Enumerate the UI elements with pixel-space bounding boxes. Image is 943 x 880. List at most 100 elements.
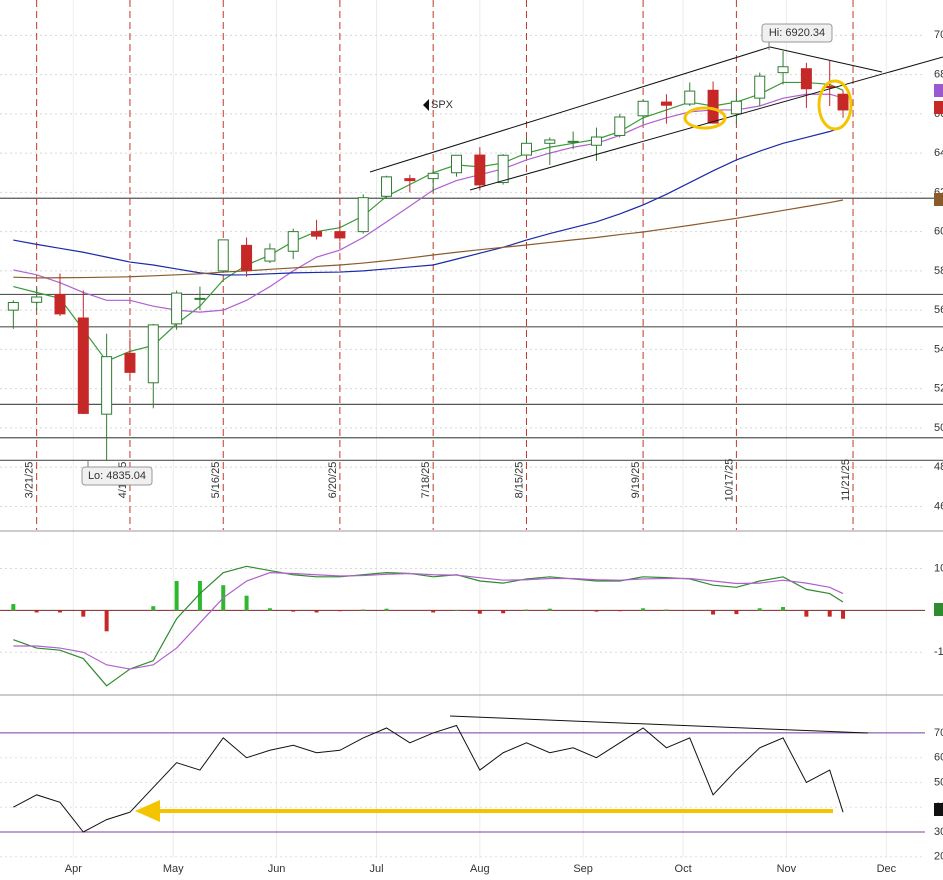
candle-body — [54, 293, 66, 315]
candle-body — [147, 324, 159, 384]
histogram-bar — [617, 610, 622, 612]
x-tick-label: Jul — [370, 863, 384, 875]
y-tick-label: 4800 — [934, 461, 943, 473]
histogram-bar — [197, 581, 202, 611]
signal-line — [13, 572, 844, 670]
data-layer — [7, 51, 849, 833]
candle-body — [637, 100, 649, 117]
y-tick-label: 5600 — [934, 304, 943, 316]
y-tick-label: 6000 — [934, 226, 943, 238]
histogram-bar — [361, 609, 366, 611]
histogram-bar — [104, 610, 109, 632]
histogram-bar — [757, 608, 762, 611]
candle-body — [334, 231, 346, 239]
x-tick-label: Apr — [65, 863, 82, 875]
lo-box — [81, 466, 153, 486]
lo-label: Lo: 4835.04 — [88, 470, 146, 482]
y-tick-label: 20 — [934, 851, 943, 863]
histogram-bar — [291, 610, 296, 612]
highlight-ellipse — [683, 106, 727, 130]
histogram-bar — [827, 610, 832, 617]
rsi-trendline — [449, 715, 869, 734]
channel-lower — [469, 56, 943, 191]
y-tick-label: 5400 — [934, 343, 943, 355]
y-tick-label: 30 — [934, 826, 943, 838]
histogram-bar — [841, 610, 846, 619]
candle-body — [311, 231, 323, 237]
event-label: 7/18/25 — [420, 462, 432, 499]
candle-body — [404, 178, 416, 182]
y-tick-label: 4600 — [934, 500, 943, 512]
y-tick-label: 100 — [934, 562, 943, 574]
histogram-bar — [547, 608, 552, 611]
candle-body — [800, 68, 812, 90]
histogram-bar — [477, 610, 482, 614]
histogram-bar — [804, 610, 809, 617]
event-label: 6/20/25 — [327, 462, 339, 499]
badge — [934, 603, 943, 616]
candle-body — [567, 140, 579, 143]
hi-box — [761, 23, 833, 43]
right-badges — [934, 84, 943, 816]
x-tick-label: Sep — [573, 863, 593, 875]
candle-body — [754, 75, 766, 99]
candle-body — [7, 301, 19, 311]
candle-body — [171, 292, 183, 325]
histogram-bar — [174, 581, 179, 611]
x-tick-label: Jun — [268, 863, 286, 875]
histogram-bar — [711, 610, 716, 615]
histogram-bar — [57, 610, 62, 613]
candle-body — [590, 136, 602, 146]
symbol-label: SPX — [431, 99, 454, 111]
candle-body — [520, 142, 532, 156]
badge — [934, 84, 943, 97]
histogram-bar — [244, 595, 249, 611]
candle-body — [707, 89, 719, 124]
x-tick-label: Oct — [675, 863, 692, 875]
annotations — [87, 42, 943, 822]
event-label: 11/21/25 — [840, 459, 852, 501]
histogram-bar — [384, 608, 389, 611]
x-tick-label: Dec — [877, 863, 897, 875]
symbol-marker — [423, 99, 429, 111]
x-tick-label: May — [163, 863, 184, 875]
histogram-bar — [594, 610, 599, 612]
highlight-ellipse — [817, 79, 853, 131]
rsi-arrow-head — [135, 800, 160, 822]
candle-body — [77, 317, 89, 414]
histogram-bar — [11, 604, 16, 611]
rsi-line — [13, 724, 844, 833]
histogram-bar — [524, 609, 529, 611]
y-tick-label: 70 — [934, 727, 943, 739]
candle-body — [101, 356, 113, 415]
histogram-bar — [734, 610, 739, 615]
histogram-bar — [34, 610, 39, 613]
y-tick-label: -100 — [934, 646, 943, 658]
candle-body — [474, 154, 486, 186]
candle-body — [451, 154, 463, 174]
candle-body — [544, 139, 556, 144]
y-tick-label: 5200 — [934, 383, 943, 395]
y-tick-label: 6400 — [934, 147, 943, 159]
histogram-bar — [431, 610, 436, 613]
candle-body — [287, 231, 299, 252]
x-tick-label: Nov — [777, 863, 797, 875]
candle-body — [837, 93, 849, 111]
y-tick-label: 50 — [934, 776, 943, 788]
histogram-bar — [781, 607, 786, 611]
histogram-bar — [664, 609, 669, 611]
candle-body — [31, 296, 43, 303]
candle-body — [217, 239, 229, 272]
y-tick-label: 7000 — [934, 29, 943, 41]
y-tick-label: 5000 — [934, 422, 943, 434]
candle-body — [614, 116, 626, 136]
candle-body — [381, 176, 393, 197]
hi-label: Hi: 6920.34 — [769, 27, 825, 39]
histogram-bar — [151, 606, 156, 611]
macd-line — [13, 565, 844, 687]
event-label: 10/17/25 — [723, 459, 735, 502]
candle-body — [684, 90, 696, 105]
histogram-bar — [314, 610, 319, 613]
